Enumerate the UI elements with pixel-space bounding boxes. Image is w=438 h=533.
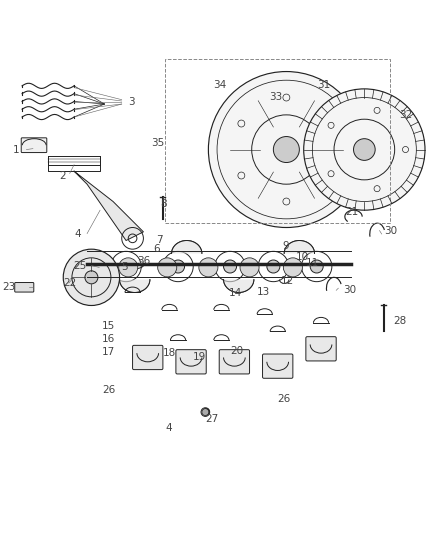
Text: 10: 10 [296,253,309,262]
Text: 28: 28 [393,316,406,326]
Circle shape [119,258,138,277]
Text: 2: 2 [59,171,65,181]
Text: 12: 12 [281,276,294,286]
Text: 8: 8 [161,199,167,209]
Text: 18: 18 [163,348,176,358]
FancyBboxPatch shape [15,282,34,292]
Circle shape [267,260,280,273]
FancyBboxPatch shape [306,337,336,361]
Text: 21: 21 [345,207,358,217]
Text: 11: 11 [306,259,319,269]
Circle shape [85,271,98,284]
Circle shape [353,139,375,160]
Circle shape [240,258,259,277]
Text: 23: 23 [2,282,16,292]
Text: 32: 32 [399,110,412,120]
Circle shape [283,258,302,277]
Circle shape [199,258,218,277]
Text: 16: 16 [102,334,116,344]
Polygon shape [223,279,254,293]
Text: 14: 14 [229,288,242,298]
Circle shape [310,260,323,273]
Circle shape [158,258,177,277]
Text: 3: 3 [128,97,135,107]
Text: 17: 17 [102,347,116,357]
Text: 27: 27 [205,414,218,424]
Text: 9: 9 [282,241,289,251]
Polygon shape [284,240,314,254]
Text: 25: 25 [73,261,86,271]
Text: 26: 26 [278,394,291,403]
Text: 31: 31 [317,79,330,90]
FancyBboxPatch shape [262,354,293,378]
Circle shape [202,409,209,416]
Circle shape [63,249,120,305]
FancyBboxPatch shape [133,345,163,369]
Text: 4: 4 [165,423,172,433]
Text: 13: 13 [257,287,270,297]
Text: 30: 30 [384,225,397,236]
FancyBboxPatch shape [176,350,206,374]
Text: 19: 19 [192,352,205,362]
FancyBboxPatch shape [21,138,47,152]
Polygon shape [120,279,150,293]
Text: 1: 1 [13,144,20,155]
Text: 20: 20 [230,346,243,356]
Circle shape [223,260,237,273]
Text: 5: 5 [122,262,128,271]
Circle shape [208,71,364,228]
Text: 35: 35 [151,138,164,148]
Text: 36: 36 [137,256,150,266]
Circle shape [203,409,209,415]
Text: 22: 22 [63,278,77,288]
Text: 30: 30 [343,285,356,295]
Text: 7: 7 [156,235,163,245]
Bar [165,59,390,223]
Circle shape [304,89,425,210]
Circle shape [172,260,184,273]
Text: 34: 34 [213,80,226,91]
Polygon shape [172,240,202,254]
Text: 26: 26 [102,385,115,395]
Text: 4: 4 [74,229,81,239]
Circle shape [273,136,299,163]
Polygon shape [74,171,143,240]
Circle shape [120,260,133,273]
FancyBboxPatch shape [219,350,250,374]
Text: 33: 33 [269,92,282,102]
Text: 15: 15 [102,321,116,332]
Text: 6: 6 [153,244,159,254]
